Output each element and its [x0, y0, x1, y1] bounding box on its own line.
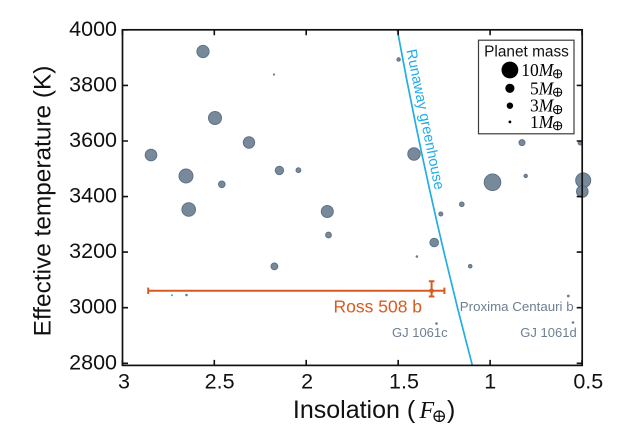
svg-text:3000: 3000 [69, 295, 117, 319]
svg-text:M: M [538, 96, 555, 116]
svg-text:): ) [447, 396, 455, 424]
svg-text:M: M [538, 78, 555, 98]
svg-text:3600: 3600 [69, 128, 117, 152]
svg-text:5: 5 [530, 78, 539, 98]
svg-text:F: F [419, 398, 435, 424]
svg-text:3400: 3400 [69, 184, 117, 208]
svg-text:2.5: 2.5 [205, 370, 235, 394]
svg-text:Planet mass: Planet mass [484, 44, 569, 61]
svg-text:GJ 1061c: GJ 1061c [392, 325, 448, 340]
svg-text:1.5: 1.5 [389, 370, 419, 394]
svg-text:GJ 1061d: GJ 1061d [520, 325, 576, 340]
svg-text:2800: 2800 [69, 350, 117, 374]
svg-text:Insolation (: Insolation ( [293, 396, 416, 424]
svg-text:3200: 3200 [69, 239, 117, 263]
svg-text:3800: 3800 [69, 72, 117, 96]
svg-text:0.5: 0.5 [573, 370, 603, 394]
svg-text:2: 2 [301, 370, 313, 394]
svg-text:1: 1 [484, 370, 496, 394]
svg-text:3: 3 [530, 96, 539, 116]
svg-text:Proxima Centauri b: Proxima Centauri b [460, 299, 574, 314]
svg-text:3: 3 [118, 370, 130, 394]
svg-text:4000: 4000 [69, 17, 117, 41]
svg-text:M: M [538, 112, 555, 132]
svg-text:M: M [538, 60, 555, 80]
svg-text:1: 1 [530, 112, 539, 132]
svg-text:Effective temperature (K): Effective temperature (K) [29, 66, 56, 337]
svg-text:10: 10 [521, 60, 539, 80]
svg-text:Ross 508 b: Ross 508 b [334, 297, 423, 317]
